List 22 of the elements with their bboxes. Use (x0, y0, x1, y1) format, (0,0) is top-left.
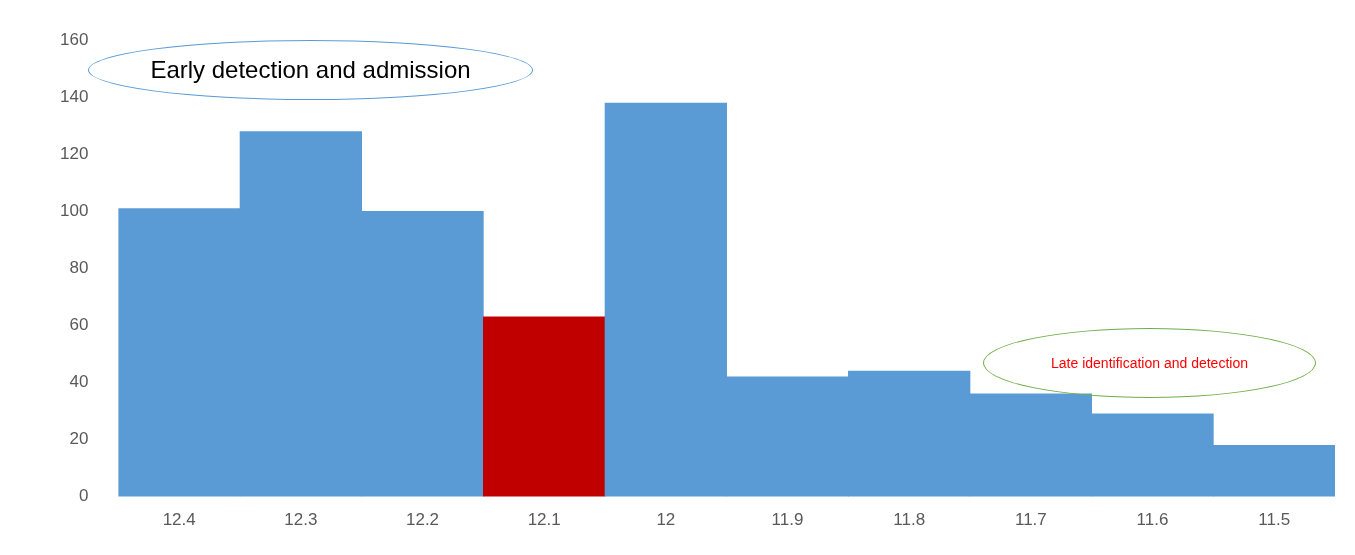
x-tick-label: 12.2 (405, 510, 440, 530)
x-tick-label: 12.3 (284, 510, 318, 530)
y-tick-label: 40 (69, 372, 89, 392)
y-tick-label: 0 (78, 486, 89, 506)
annotation: Early detection and admission (150, 56, 471, 84)
x-tick-label: 11.9 (771, 510, 804, 530)
y-tick-label: 60 (69, 315, 89, 335)
y-tick-label: 80 (69, 258, 89, 278)
y-tick-label: 120 (59, 143, 89, 163)
x-tick-label: 12 (656, 510, 676, 530)
x-tick-label: 11.8 (893, 510, 926, 530)
y-tick-label: 160 (59, 29, 89, 49)
bar (483, 316, 606, 497)
x-tick-label: 12.1 (527, 510, 561, 530)
x-tick-label: 11.7 (1014, 510, 1047, 530)
x-tick-label: 11.5 (1258, 510, 1291, 530)
y-tick-label: 100 (59, 201, 89, 221)
y-tick-label: 140 (59, 86, 89, 106)
x-tick-label: 11.6 (1136, 510, 1169, 530)
annotation: Late identification and detection (1051, 355, 1248, 371)
y-tick-label: 20 (69, 429, 89, 449)
x-tick-label: 12.4 (162, 510, 196, 530)
